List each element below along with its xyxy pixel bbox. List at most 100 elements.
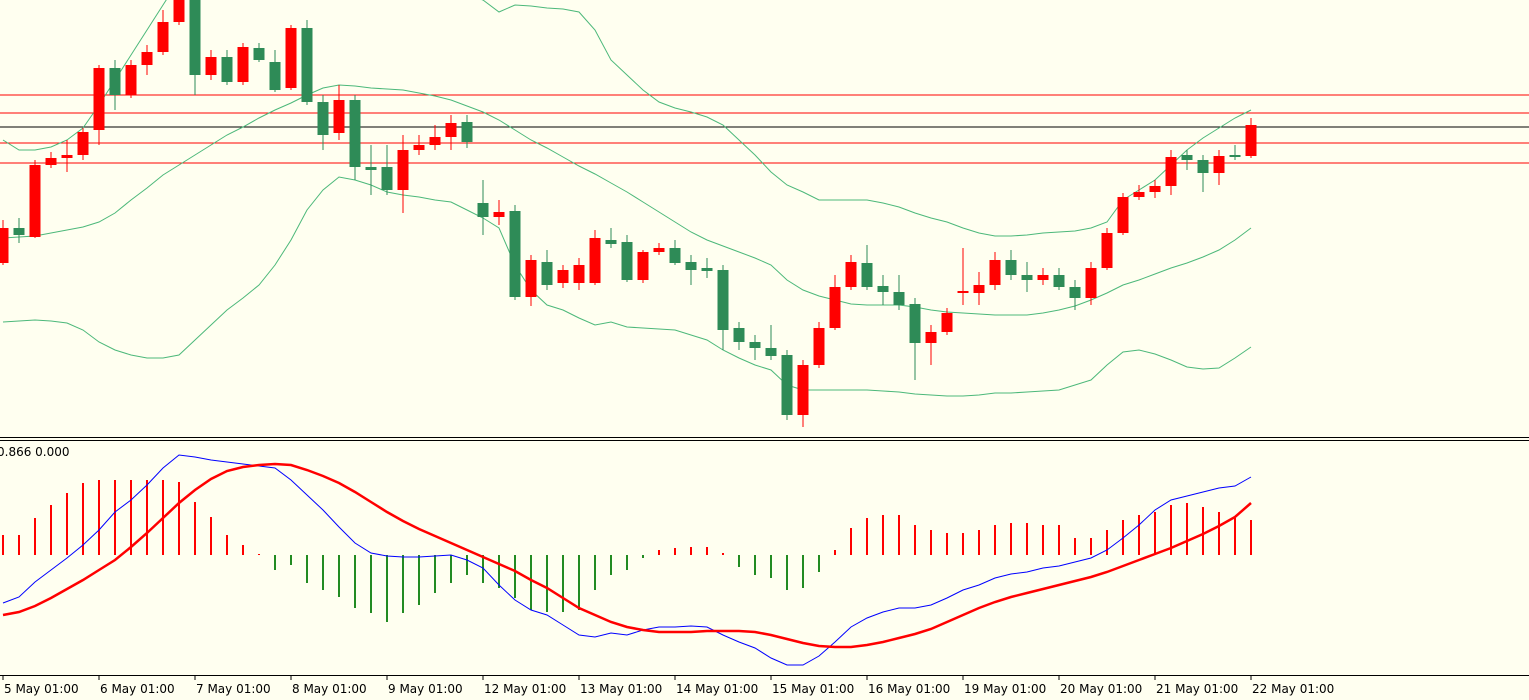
candle-body — [701, 268, 713, 271]
candle-body — [1021, 275, 1033, 280]
candle-body — [1165, 157, 1177, 186]
candle-body — [1229, 155, 1241, 157]
x-tick-label: 16 May 01:00 — [868, 682, 950, 696]
candle-body — [1101, 233, 1113, 268]
x-tick-label: 8 May 01:00 — [292, 682, 367, 696]
candle-body — [861, 263, 873, 287]
candle-body — [1053, 275, 1065, 287]
candle-body — [685, 262, 697, 270]
candle-body — [1037, 275, 1049, 280]
candle-body — [781, 355, 793, 415]
candle-body — [285, 28, 297, 88]
candle-body — [509, 211, 521, 297]
candle-body — [397, 150, 409, 190]
candle-body — [413, 145, 425, 150]
x-tick-label: 15 May 01:00 — [772, 682, 854, 696]
candle-body — [813, 328, 825, 365]
candle-body — [669, 248, 681, 263]
x-tick-label: 12 May 01:00 — [484, 682, 566, 696]
candle-body — [333, 100, 345, 133]
candle-body — [765, 348, 777, 356]
candle-body — [845, 262, 857, 287]
candle-body — [269, 62, 281, 90]
candle-body — [1133, 192, 1145, 197]
candle-body — [205, 57, 217, 75]
candle-body — [621, 242, 633, 280]
candle-body — [1181, 155, 1193, 160]
x-tick-label: 5 May 01:00 — [4, 682, 79, 696]
candle-body — [717, 270, 729, 330]
candle-body — [445, 123, 457, 137]
line-series — [2, 176, 1252, 397]
candle-body — [829, 287, 841, 328]
candle-body — [365, 167, 377, 170]
candle-body — [1005, 260, 1017, 275]
candle-body — [493, 212, 505, 217]
line-series — [2, 84, 1252, 316]
candle-body — [221, 57, 233, 82]
x-tick-label: 21 May 01:00 — [1156, 682, 1238, 696]
candle-body — [1069, 287, 1081, 298]
price-panel — [0, 0, 1529, 427]
candle-body — [349, 100, 361, 167]
candle-body — [125, 65, 137, 95]
candle-body — [317, 102, 329, 135]
candle-body — [45, 158, 57, 165]
candle-body — [637, 252, 649, 280]
candle-body — [557, 270, 569, 283]
candle-body — [29, 165, 41, 237]
line-series — [2, 454, 1252, 666]
candle-body — [1149, 186, 1161, 192]
candle-body — [477, 203, 489, 217]
candle-body — [0, 228, 9, 263]
candle-body — [893, 292, 905, 305]
macd-panel — [2, 454, 1252, 666]
x-tick-label: 13 May 01:00 — [580, 682, 662, 696]
x-tick-label: 9 May 01:00 — [388, 682, 463, 696]
candle-body — [989, 260, 1001, 285]
x-tick-label: 14 May 01:00 — [676, 682, 758, 696]
x-tick-label: 22 May 01:00 — [1252, 682, 1334, 696]
candle-body — [733, 328, 745, 342]
line-series — [2, 0, 1252, 237]
candle-body — [237, 47, 249, 82]
candle-body — [141, 52, 153, 65]
candle-body — [973, 285, 985, 293]
candle-body — [525, 260, 537, 297]
candle-body — [61, 155, 73, 158]
candle-body — [941, 313, 953, 332]
candle-body — [189, 0, 201, 75]
candle-body — [1213, 156, 1225, 173]
candle-body — [925, 332, 937, 343]
candle-body — [429, 137, 441, 145]
candle-body — [1117, 197, 1129, 233]
candle-body — [909, 304, 921, 343]
candle-body — [749, 342, 761, 348]
candle-body — [381, 167, 393, 190]
candle-body — [1085, 268, 1097, 298]
candle-body — [301, 28, 313, 102]
candle-body — [653, 248, 665, 252]
candle-body — [589, 238, 601, 283]
candle-body — [541, 262, 553, 285]
candle-body — [1245, 125, 1257, 156]
candle-body — [157, 22, 169, 52]
candle-body — [605, 240, 617, 244]
x-tick-label: 19 May 01:00 — [964, 682, 1046, 696]
x-tick-label: 6 May 01:00 — [100, 682, 175, 696]
x-tick-label: 20 May 01:00 — [1060, 682, 1142, 696]
candle-body — [957, 291, 969, 293]
candle-body — [573, 265, 585, 283]
candle-body — [13, 228, 25, 235]
candle-body — [93, 68, 105, 130]
indicator-label: 0.866 0.000 — [0, 445, 70, 459]
x-tick-label: 7 May 01:00 — [196, 682, 271, 696]
candle-body — [1197, 160, 1209, 173]
candle-body — [77, 132, 89, 155]
candle-body — [173, 0, 185, 22]
candle-body — [253, 48, 265, 60]
line-series — [2, 462, 1252, 649]
candle-body — [797, 365, 809, 415]
